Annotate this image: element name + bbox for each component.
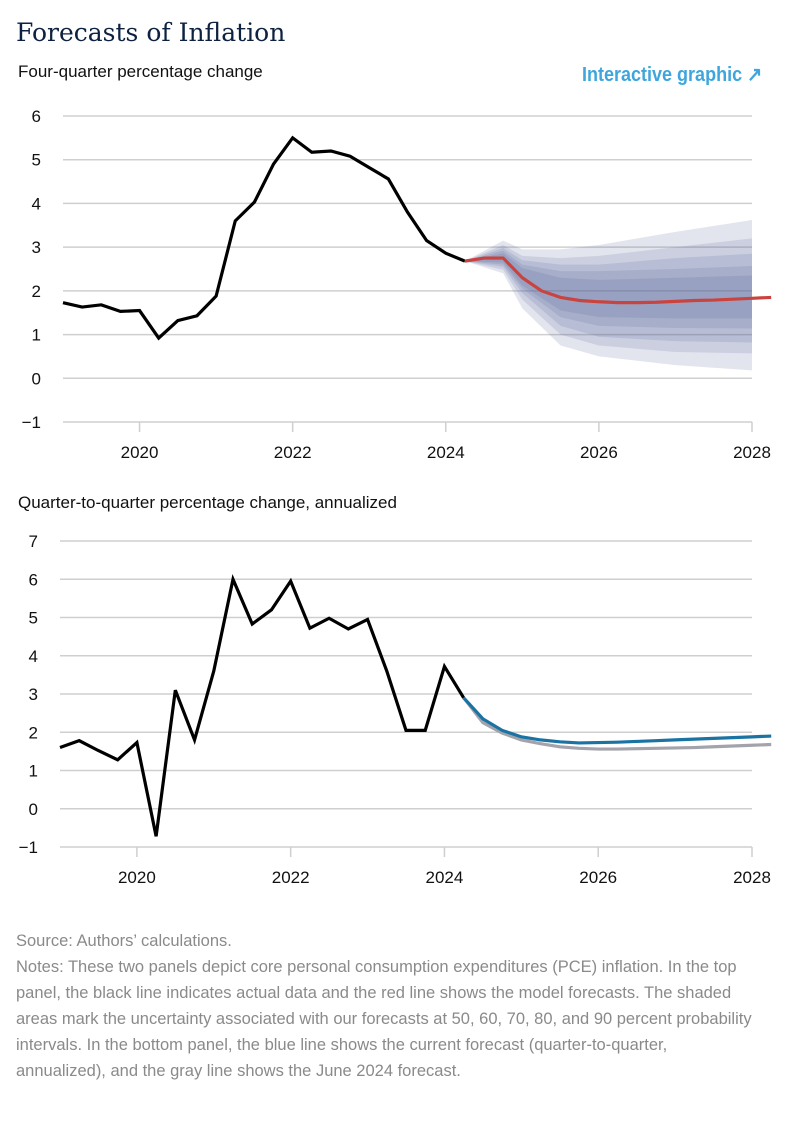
x-tick-label: 2024 — [426, 868, 464, 887]
series-line-actual — [59, 573, 466, 837]
arrow-up-right-icon: ↗ — [746, 64, 762, 86]
y-tick-label: 3 — [32, 238, 41, 257]
y-tick-label: 3 — [29, 685, 38, 704]
figure-title: Forecasts of Inflation — [16, 18, 286, 47]
y-tick-label: 0 — [32, 369, 41, 388]
x-tick-label: 2022 — [272, 868, 310, 887]
series-line-model-forecast — [464, 256, 772, 305]
x-tick-label: 2028 — [733, 868, 771, 887]
y-tick-label: 2 — [29, 723, 38, 742]
top-panel-subtitle: Four-quarter percentage change — [18, 62, 263, 81]
series-line-actual — [62, 135, 466, 341]
x-tick-label: 2020 — [118, 868, 156, 887]
uncertainty-band-70 — [464, 248, 752, 343]
x-tick-label: 2028 — [733, 443, 771, 462]
x-tick-label: 2026 — [580, 443, 618, 462]
uncertainty-band-60 — [464, 250, 752, 329]
series-line-current-forecast — [462, 696, 772, 745]
uncertainty-band-90 — [464, 220, 752, 371]
y-tick-label: 7 — [29, 532, 38, 551]
y-tick-label: −1 — [19, 838, 38, 857]
y-tick-label: 5 — [32, 151, 41, 170]
y-tick-label: 4 — [32, 194, 41, 213]
y-tick-label: 1 — [32, 326, 41, 345]
y-tick-label: 6 — [29, 570, 38, 589]
y-tick-label: 4 — [29, 647, 38, 666]
interactive-graphic-link[interactable]: Interactive graphic ↗ — [582, 62, 762, 87]
x-tick-label: 2024 — [427, 443, 465, 462]
uncertainty-band-80 — [464, 238, 752, 354]
y-tick-label: 2 — [32, 282, 41, 301]
x-tick-label: 2020 — [121, 443, 159, 462]
top-panel-chart: 6 5 4 3 2 1 0 −1 2020 2022 2024 2026 2028 — [22, 107, 772, 462]
y-tick-label: 1 — [29, 762, 38, 781]
source-note: Source: Authors’ calculations. — [16, 932, 232, 950]
notes-text: Notes: These two panels depict core pers… — [16, 958, 752, 1080]
bottom-panel-chart: 7 6 5 4 3 2 1 0 −1 2020 2022 2024 2026 2028 — [19, 532, 772, 887]
series-line-june-2024-forecast — [462, 696, 772, 751]
x-tick-label: 2022 — [274, 443, 312, 462]
bottom-panel-subtitle: Quarter-to-quarter percentage change, an… — [18, 493, 397, 512]
y-tick-label: −1 — [22, 413, 41, 432]
interactive-graphic-label: Interactive graphic — [581, 64, 742, 86]
footnotes: Source: Authors’ calculations. Notes: Th… — [16, 928, 756, 1084]
x-tick-label: 2026 — [579, 868, 617, 887]
y-tick-label: 0 — [29, 800, 38, 819]
y-tick-label: 6 — [32, 107, 41, 126]
y-tick-label: 5 — [29, 609, 38, 628]
